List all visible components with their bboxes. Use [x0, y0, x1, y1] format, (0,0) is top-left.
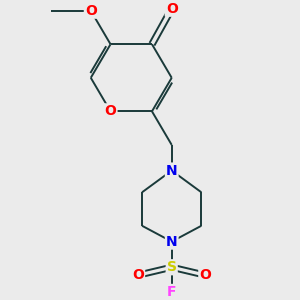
Text: N: N	[166, 235, 178, 249]
Text: S: S	[167, 260, 177, 274]
Text: O: O	[199, 268, 211, 282]
Text: O: O	[132, 268, 144, 282]
Text: O: O	[85, 4, 97, 18]
Text: N: N	[166, 164, 178, 178]
Text: O: O	[105, 104, 116, 118]
Text: O: O	[166, 2, 178, 16]
Text: F: F	[167, 285, 176, 299]
